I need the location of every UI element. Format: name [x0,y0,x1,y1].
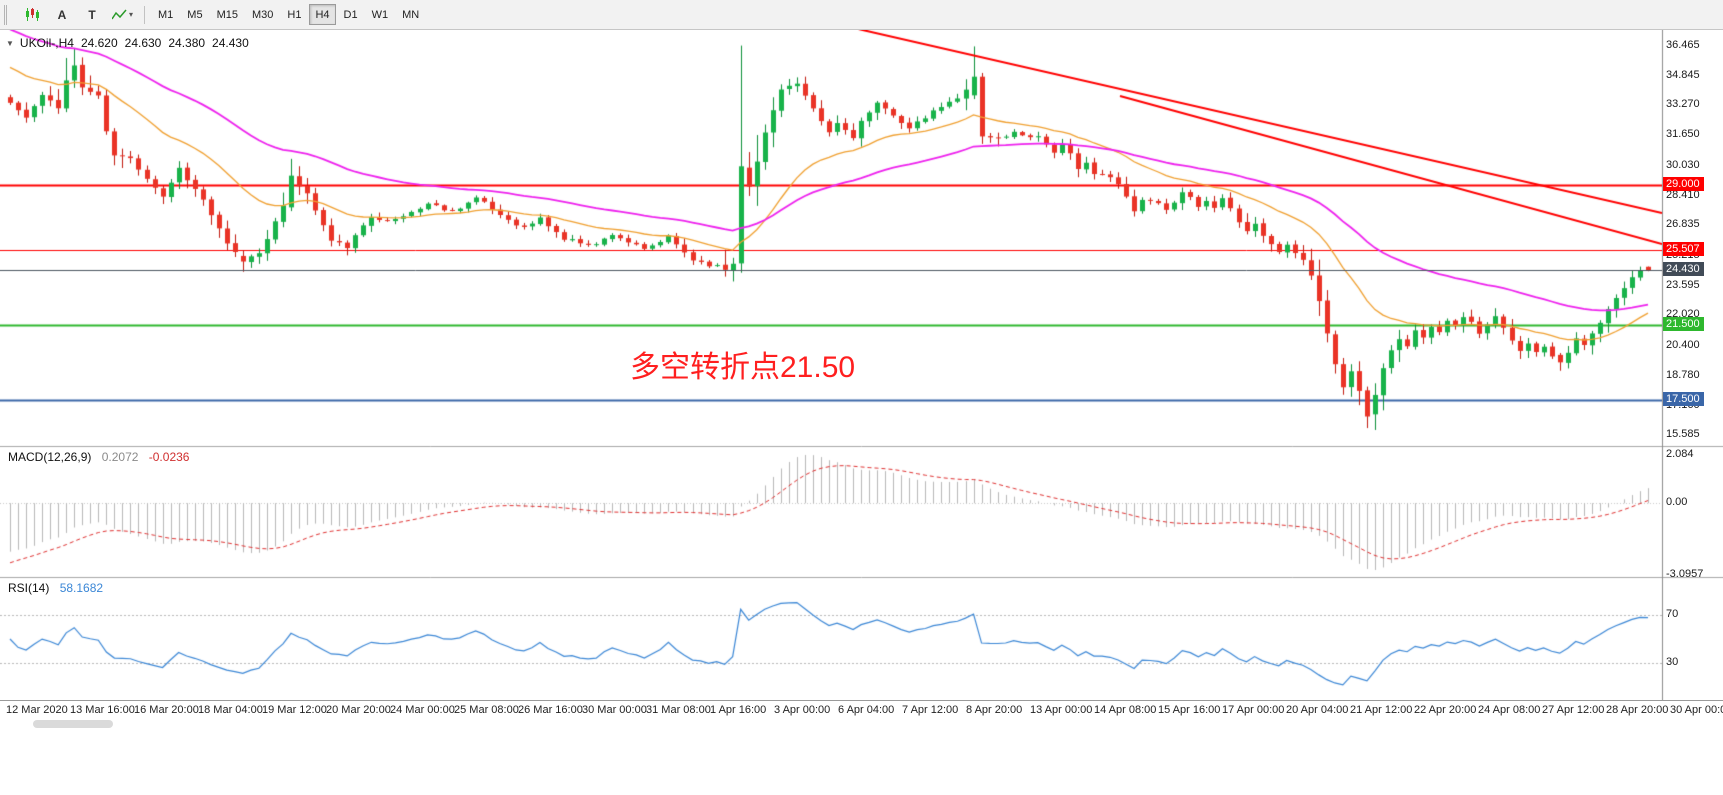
time-axis-label: 20 Mar 20:00 [326,704,391,716]
time-axis-label: 17 Apr 00:00 [1222,704,1285,716]
time-axis-label: 31 Mar 08:00 [646,704,711,716]
macd-indicator-label: MACD(12,26,9) 0.2072 -0.0236 [8,450,189,464]
timeframe-button-m30[interactable]: M30 [251,8,274,21]
time-axis-label: 3 Apr 00:00 [774,704,831,716]
price-axis[interactable] [1663,30,1723,700]
chart-high-value: 24.630 [124,36,162,50]
time-axis-label: 26 Mar 16:00 [518,704,583,716]
rsi-name: RSI(14) [8,581,50,595]
time-axis-label: 18 Mar 04:00 [198,704,263,716]
time-axis-label: 8 Apr 20:00 [966,704,1023,716]
text-tool-icon: T [88,7,96,22]
time-axis-label: 28 Apr 20:00 [1606,704,1669,716]
time-axis-label: 25 Mar 08:00 [454,704,519,716]
chart-close-value: 24.430 [212,36,249,50]
time-axis-label: 30 Mar 00:00 [582,704,647,716]
chart-title: ▼ UKOil-,H4 24.620 24.630 24.380 24.430 [6,36,256,50]
timeframe-button-mn[interactable]: MN [402,8,420,21]
timeframe-button-m5[interactable]: M5 [187,8,203,21]
time-axis[interactable]: 12 Mar 2020 13 Mar 16:00 16 Mar 20:00 18 Ma… [0,700,1723,718]
time-axis-label: 13 Mar 16:00 [70,704,135,716]
time-axis-label: 27 Apr 12:00 [1542,704,1605,716]
macd-name: MACD(12,26,9) [8,450,92,464]
chart-symbol-period: UKOil-,H4 [19,36,74,50]
time-axis-label: 14 Apr 08:00 [1094,704,1157,716]
top-toolbar: A T ▾ M1 M5 M15 M30 H1 H4 D1 W1 MN [0,0,1723,30]
time-axis-label: 30 Apr 00:00 [1670,704,1723,716]
timeframe-button-h4[interactable]: H4 [309,4,336,25]
time-axis-label: 16 Mar 20:00 [134,704,199,716]
timeframe-button-m15[interactable]: M15 [216,8,238,21]
chart-low-value: 24.380 [168,36,206,50]
time-axis-label: 24 Mar 00:00 [390,704,455,716]
text-tool-button[interactable]: T [78,4,106,26]
time-axis-label: 22 Apr 20:00 [1414,704,1477,716]
time-axis-label: 19 Mar 12:00 [262,704,327,716]
time-axis-label: 24 Apr 08:00 [1478,704,1541,716]
timeframe-button-w1[interactable]: W1 [371,8,389,21]
dropdown-caret-icon: ▾ [129,10,134,19]
rsi-indicator-label: RSI(14) 58.1682 [8,581,103,595]
chart-annotation-text: 多空转折点21.50 [630,351,856,384]
time-axis-label: 1 Apr 16:00 [710,704,767,716]
timeframe-button-m1[interactable]: M1 [158,8,174,21]
time-axis-label: 13 Apr 00:00 [1030,704,1093,716]
macd-signal-value: -0.0236 [148,450,190,464]
horizontal-scrollbar-thumb[interactable] [33,720,113,728]
chart-canvas[interactable] [0,30,1723,700]
time-axis-label: 20 Apr 04:00 [1286,704,1349,716]
time-axis-label: 6 Apr 04:00 [838,704,895,716]
time-axis-label: 7 Apr 12:00 [902,704,959,716]
time-axis-label: 15 Apr 16:00 [1158,704,1221,716]
toolbar-separator [144,5,146,24]
rsi-value: 58.1682 [59,581,104,595]
chart-open-value: 24.620 [80,36,118,50]
timeframe-button-h1[interactable]: H1 [287,8,302,21]
polyline-icon [112,9,127,19]
polyline-tool-button[interactable]: ▾ [108,4,137,26]
candlestick-chart-button[interactable] [18,4,46,26]
macd-main-value: 0.2072 [101,450,139,464]
time-axis-label: 21 Apr 12:00 [1350,704,1413,716]
ohlc-dropdown-icon[interactable]: ▼ [6,38,14,48]
toolbar-grip-handle[interactable] [4,4,12,25]
text-label-icon: A [57,7,67,22]
text-label-button[interactable]: A [48,4,76,26]
time-axis-label: 12 Mar 2020 [6,704,68,716]
timeframe-button-d1[interactable]: D1 [343,8,358,21]
candlestick-icon [26,8,39,21]
